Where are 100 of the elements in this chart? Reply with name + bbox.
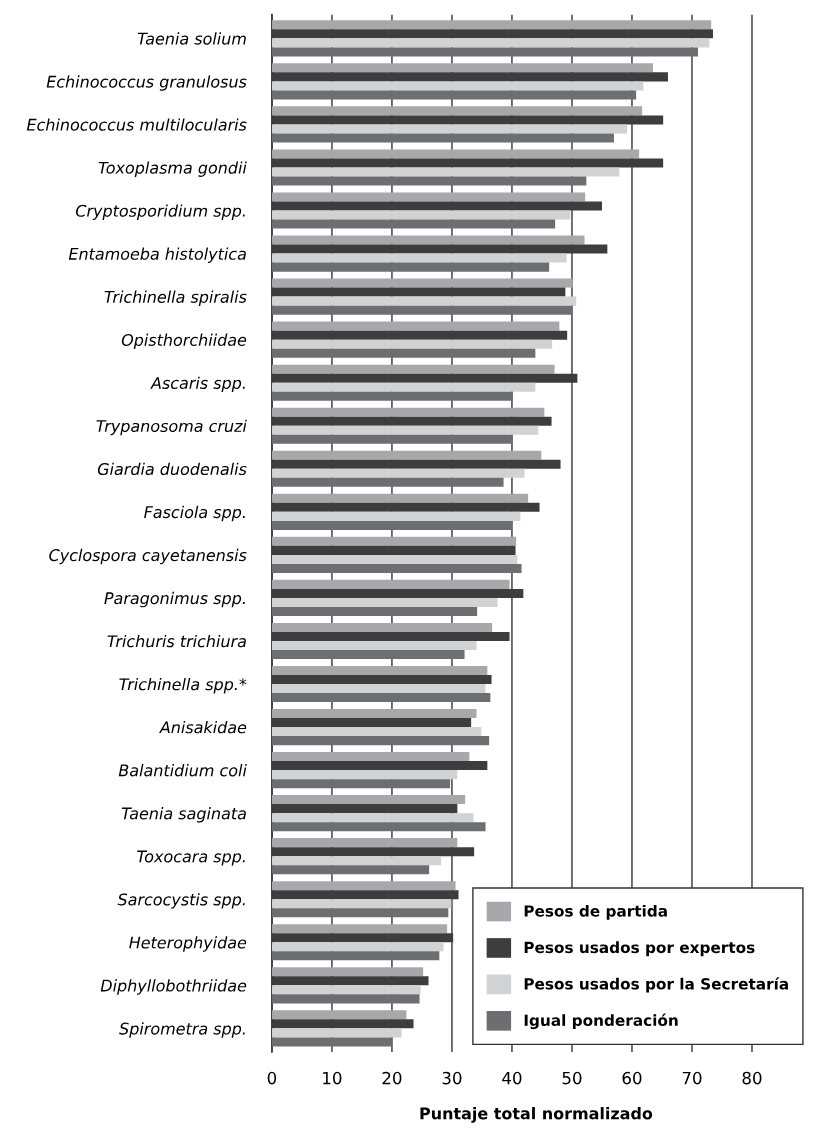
bar [271,942,444,952]
bar [271,994,420,1004]
bar [271,924,448,934]
bar [271,597,498,607]
bar [271,520,512,530]
y-tick-label: Ascaris spp. [150,376,245,393]
bar [271,493,529,503]
bar [271,622,493,632]
bar [271,219,556,229]
bar [271,650,465,660]
x-tick-label: 40 [502,1071,522,1085]
bar [271,477,504,487]
bar [271,684,486,694]
bar [271,133,614,143]
y-tick-label: Heterophyidae [129,936,247,952]
bar [271,192,586,202]
x-tick-label: 80 [742,1071,762,1085]
y-tick-label: Taenia solium [137,32,246,45]
y-tick-label: Echinococcus multilocularis [26,118,247,131]
y-tick-label: Fasciola spp. [144,505,245,522]
bar [271,813,474,823]
y-tick-label: Toxoplasma gondii [98,161,247,177]
x-tick-label: 10 [323,1071,342,1085]
bar [271,38,710,48]
bar [271,339,553,349]
bar [271,881,456,891]
bar [271,305,573,315]
bar [271,167,620,177]
y-tick-label: Opisthorchiidae [121,333,247,350]
bar [271,770,458,780]
bar [271,321,560,331]
bar [271,278,573,288]
bar [271,908,449,918]
bar [271,838,458,848]
y-tick-label: Diphyllobothriidae [100,979,247,995]
y-tick-label: Entamoeba histolytica [68,247,246,263]
bar [271,391,513,401]
bar [271,149,640,159]
bar [271,176,587,186]
bar [271,511,521,521]
bar [271,967,424,977]
bar [271,899,452,909]
bar [271,579,510,589]
bar [271,47,698,57]
bar [271,81,644,91]
bar [271,708,477,719]
bar [271,536,517,546]
y-tick-label: Taenia saginata [121,807,246,823]
bar [271,434,513,444]
bar [271,856,442,866]
bar [271,640,477,651]
bar [271,985,421,995]
y-tick-label: Anisakidae [159,720,247,734]
bar [271,1037,392,1047]
y-tick-label: Balantidium coli [118,764,247,777]
bar [271,865,430,875]
legend-label: Igual ponderación [524,1013,678,1030]
bar [271,795,466,805]
y-tick-label: Trichuris trichiura [107,634,246,648]
bar [271,210,571,220]
bar [271,951,440,961]
legend-label: Pesos de partida [524,904,667,920]
x-tick-label: 30 [442,1071,462,1085]
x-tick-label: 50 [562,1071,582,1085]
bar [271,1010,407,1020]
bar [271,727,482,737]
y-tick-label: Cyclospora cayetanensis [49,548,247,565]
bar [271,563,522,573]
bar [271,554,518,564]
bar [271,450,542,460]
x-axis-title: Puntaje total normalizado [420,1107,653,1123]
y-tick-label: Trichinella spiralis [104,290,247,307]
bar [271,262,550,272]
bar [271,407,545,417]
bar [271,382,536,392]
bar [271,364,555,374]
bar [271,822,486,832]
bar [271,425,539,435]
bar [271,1028,402,1038]
bar [271,468,525,478]
bar [271,106,643,116]
y-tick-label: Trichinella spp.* [119,677,247,694]
x-tick-label: 0 [267,1071,277,1085]
bar [271,693,491,703]
bar [271,124,628,134]
bar [271,296,577,306]
y-tick-label: Spirometra spp. [119,1022,245,1038]
bar [271,779,451,789]
y-tick-label: Echinococcus granulosus [46,75,247,91]
y-tick-label: Sarcocystis spp. [117,893,245,909]
x-tick-label: 20 [382,1071,402,1085]
bar [271,253,567,263]
bar [271,606,478,616]
bar [271,235,585,245]
y-tick-label: Toxocara spp. [137,850,245,866]
bar [271,665,488,675]
y-tick-label: Cryptosporidium spp. [75,204,245,220]
legend-label: Pesos usados por expertos [524,941,755,957]
y-tick-label: Trypanosoma cruzi [96,419,247,436]
legend-label: Pesos usados por la Secretaría [524,977,788,993]
